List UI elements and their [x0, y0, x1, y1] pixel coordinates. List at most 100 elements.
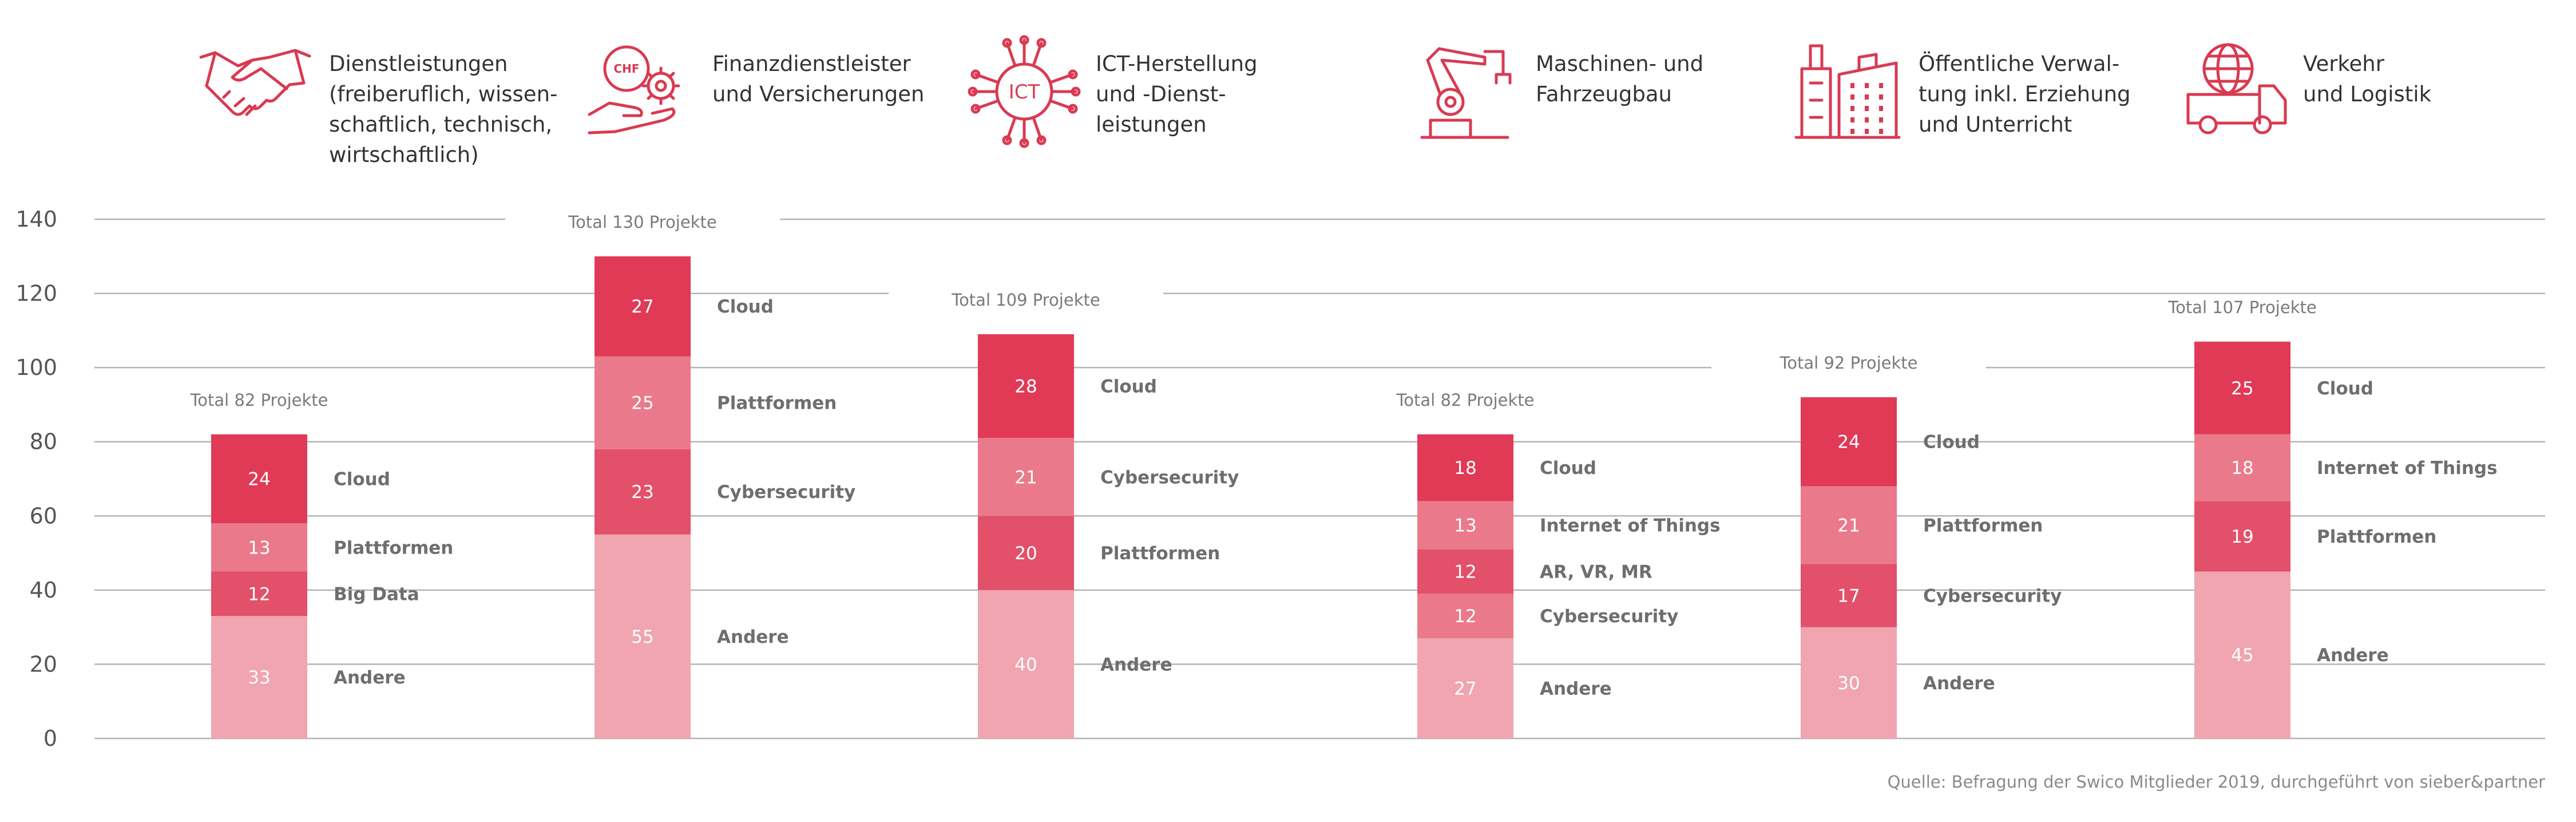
- bar-segment: [2194, 341, 2290, 434]
- buildings-icon: [1794, 44, 1901, 139]
- y-tick-label: 80: [30, 429, 57, 455]
- segment-value-label: 40: [1014, 654, 1037, 675]
- bar-segment: [1417, 638, 1513, 738]
- total-label-backdrop: [1711, 351, 1986, 377]
- svg-text:ICT: ICT: [1009, 81, 1040, 104]
- segment-name-label: AR, VR, MR: [1540, 562, 1652, 582]
- bar-segment: [211, 523, 307, 572]
- segment-value-label: 23: [631, 482, 653, 503]
- segment-value-label: 33: [248, 667, 270, 688]
- bar-segment: [2194, 571, 2290, 738]
- segment-value-label: 24: [1837, 432, 1860, 453]
- y-tick-label: 140: [15, 207, 57, 232]
- bar-segment: [211, 571, 307, 616]
- grid-layer: [94, 218, 2545, 740]
- segment-name-label: Cloud: [717, 297, 774, 317]
- category-label: Dienstleistungen (freiberuflich, wissen-s…: [329, 52, 557, 167]
- segment-value-label: 24: [248, 469, 270, 490]
- segment-value-label: 28: [1014, 377, 1037, 397]
- segment-name-label: Andere: [2317, 645, 2389, 666]
- bar-stack: 30 Andere 17 Cybersecurity 21 Plattformen 24 Cl…: [1711, 351, 2062, 738]
- segment-value-label: 55: [631, 627, 653, 647]
- segment-name-label: Cloud: [2317, 378, 2373, 399]
- segment-name-label: Plattformen: [1100, 543, 1220, 564]
- bar-stack: 45 Andere 19 Plattformen 18 Internet of Thing…: [2105, 295, 2498, 738]
- segment-value-label: 12: [248, 584, 270, 604]
- segment-value-label: 13: [1454, 515, 1476, 536]
- source-note: Quelle: Befragung der Swico Mitglieder 2…: [1888, 772, 2545, 792]
- segment-name-label: Andere: [1540, 679, 1612, 700]
- segment-value-label: 12: [1454, 562, 1476, 582]
- bar-stack: 27 Andere 12 Cybersecurity 12 AR, VR, MR 13 Int…: [1328, 388, 1721, 738]
- category-icons: CHF ICT: [199, 35, 2287, 148]
- handshake-icon: [199, 49, 311, 116]
- bar-segment: [1417, 434, 1513, 501]
- segment-value-label: 18: [2231, 458, 2253, 479]
- bars: 33 Andere 12 Big Data 13 Plattformen 24 Cloud To…: [122, 210, 2498, 738]
- category-label: Finanzdienstleister und Versicherungen: [712, 52, 925, 106]
- y-tick-label: 0: [43, 726, 57, 751]
- total-label: Total 82 Projekte: [190, 390, 328, 410]
- segment-name-label: Cybersecurity: [1540, 606, 1678, 627]
- bar-segment: [978, 516, 1074, 590]
- segment-value-label: 18: [1454, 458, 1476, 479]
- bar-segment: [1801, 564, 1897, 627]
- segment-name-label: Cloud: [1100, 377, 1157, 397]
- segment-name-label: Cloud: [1923, 432, 1980, 453]
- bar-segment: [2194, 501, 2290, 572]
- segment-name-label: Cybersecurity: [1100, 467, 1239, 488]
- y-axis: 0 20 40 60 80 100 120 140: [15, 207, 57, 751]
- ict-chip-icon: ICT: [968, 35, 1081, 148]
- bar-segment: [211, 616, 307, 738]
- bar-segment: [595, 534, 691, 738]
- svg-text:CHF: CHF: [613, 62, 639, 76]
- total-label: Total 82 Projekte: [1396, 390, 1535, 410]
- segment-name-label: Cloud: [1540, 458, 1596, 479]
- bar-segment: [1417, 549, 1513, 594]
- segment-value-label: 17: [1837, 586, 1860, 607]
- segment-name-label: Internet of Things: [1540, 515, 1721, 536]
- total-label-backdrop: [505, 210, 780, 236]
- bar-segment: [595, 256, 691, 357]
- segment-value-label: 19: [2231, 527, 2253, 547]
- y-tick-label: 20: [30, 651, 57, 677]
- category-label: Maschinen- und Fahrzeugbau: [1536, 52, 1703, 106]
- segment-value-label: 25: [631, 393, 653, 414]
- segment-name-label: Big Data: [334, 584, 419, 604]
- total-label: Total 130 Projekte: [568, 212, 716, 232]
- category-labels: Dienstleistungen (freiberuflich, wissen-s…: [329, 52, 2432, 167]
- total-label-backdrop: [889, 288, 1163, 314]
- bar-stack: 33 Andere 12 Big Data 13 Plattformen 24 Cloud To…: [122, 388, 453, 738]
- segment-name-label: Plattformen: [1923, 515, 2043, 536]
- segment-name-label: Plattformen: [717, 393, 837, 414]
- finance-icon: CHF: [588, 45, 680, 135]
- bar-stack: 55 Andere 23 Cybersecurity 25 Plattformen 27 Cl…: [505, 210, 855, 738]
- total-label-backdrop: [122, 388, 397, 414]
- segment-value-label: 12: [1454, 606, 1476, 627]
- y-tick-label: 120: [15, 281, 57, 306]
- bar-segment: [1417, 501, 1513, 550]
- segment-value-label: 27: [1454, 679, 1476, 700]
- total-label: Total 107 Projekte: [2167, 298, 2316, 317]
- bar-segment: [978, 438, 1074, 516]
- segment-value-label: 45: [2231, 645, 2253, 666]
- segment-value-label: 30: [1837, 673, 1860, 694]
- y-tick-label: 100: [15, 355, 57, 380]
- segment-value-label: 27: [631, 297, 653, 317]
- category-label: Öffentliche Verwal-tung inkl. Erziehung u…: [1919, 52, 2131, 137]
- segment-value-label: 21: [1837, 515, 1860, 536]
- bar-segment: [1801, 486, 1897, 564]
- category-label: Verkehr und Logistik: [2303, 52, 2432, 106]
- segment-name-label: Cybersecurity: [1923, 586, 2062, 607]
- segment-name-label: Andere: [1100, 654, 1172, 675]
- robot-arm-icon: [1420, 47, 1512, 139]
- category-label: ICT-Herstellung und -Dienst-leistungen: [1096, 52, 1258, 137]
- total-label-backdrop: [2105, 295, 2380, 321]
- segment-name-label: Andere: [717, 627, 789, 647]
- bar-segment: [211, 434, 307, 524]
- segment-value-label: 13: [248, 538, 270, 558]
- segment-name-label: Cybersecurity: [717, 482, 855, 503]
- truck-globe-icon: [2186, 43, 2287, 135]
- segment-name-label: Plattformen: [2317, 527, 2436, 547]
